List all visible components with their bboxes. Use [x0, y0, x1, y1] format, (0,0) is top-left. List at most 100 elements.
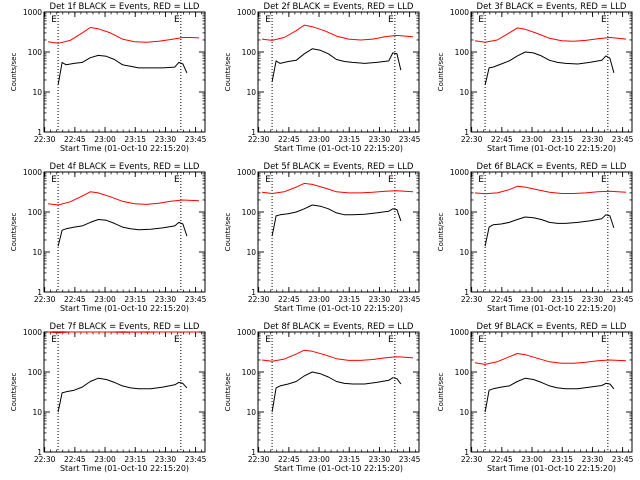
y-tick-label: 10 — [32, 408, 42, 417]
y-axis-label: Counts/sec — [437, 53, 445, 92]
series-lld-red — [261, 349, 414, 362]
y-tick-label: 10 — [459, 88, 469, 97]
series-events-black — [484, 51, 615, 86]
x-tick-label: 22:30 — [34, 455, 56, 464]
y-axis-label: Counts/sec — [224, 213, 232, 252]
y-axis-label: Counts/sec — [10, 53, 18, 92]
y-tick-label: 100 — [242, 368, 257, 377]
y-tick-label: 100 — [28, 368, 43, 377]
x-tick-label: 23:15 — [551, 135, 573, 144]
y-tick-label: 1000 — [237, 8, 256, 17]
y-axis-label: Counts/sec — [10, 373, 18, 412]
series-lld-red — [474, 27, 627, 43]
x-tick-label: 23:30 — [155, 295, 177, 304]
event-marker-label: E — [478, 15, 484, 25]
x-tick-label: 22:30 — [34, 295, 56, 304]
event-marker-label: E — [174, 175, 180, 185]
x-tick-label: 22:45 — [491, 455, 513, 464]
x-tick-label: 23:00 — [521, 295, 543, 304]
event-marker-label: E — [601, 15, 607, 25]
y-tick-label: 10 — [459, 248, 469, 257]
chart-panel-2: Det 2f BLACK = Events, RED = LLD 1 10 100 10… — [224, 2, 421, 153]
x-tick-label: 23:45 — [399, 295, 421, 304]
y-axis-label: Counts/sec — [437, 213, 445, 252]
y-tick-label: 10 — [246, 248, 256, 257]
event-marker-label: E — [478, 175, 484, 185]
x-tick-label: 23:30 — [369, 295, 391, 304]
x-tick-label: 22:45 — [278, 455, 300, 464]
plot-frame — [43, 11, 206, 133]
y-tick-label: 10 — [32, 248, 42, 257]
y-tick-label: 1 — [37, 288, 42, 297]
chart-panel-4: Det 4f BLACK = Events, RED = LLD 1 10 100 10… — [10, 162, 207, 313]
chart-title: Det 8f BLACK = Events, RED = LLD — [264, 322, 414, 332]
x-tick-label: 22:30 — [248, 455, 270, 464]
plot-frame — [257, 171, 420, 293]
series-events-black — [271, 48, 402, 82]
series-events-black — [484, 214, 615, 247]
y-tick-label: 1000 — [450, 168, 469, 177]
x-tick-label: 23:00 — [94, 135, 116, 144]
x-tick-label: 23:30 — [155, 455, 177, 464]
x-axis-label: Start Time (01-Oct-10 22:15:20) — [274, 464, 403, 473]
series-lld-red — [261, 24, 414, 41]
y-tick-label: 1000 — [237, 328, 256, 337]
x-tick-label: 23:45 — [185, 295, 207, 304]
chart-panel-5: Det 5f BLACK = Events, RED = LLD 1 10 100 10… — [224, 162, 421, 313]
series-lld-red — [261, 182, 414, 194]
x-tick-label: 23:30 — [369, 135, 391, 144]
series-lld-red — [474, 353, 627, 365]
chart-panel-7: Det 7f BLACK = Events, RED = LLD 1 10 100 10… — [10, 322, 207, 473]
plot-frame — [470, 331, 633, 453]
x-axis-label: Start Time (01-Oct-10 22:15:20) — [60, 144, 189, 153]
x-tick-label: 23:00 — [308, 455, 330, 464]
plot-frame — [470, 171, 633, 293]
y-tick-label: 10 — [32, 88, 42, 97]
x-tick-label: 22:45 — [491, 135, 513, 144]
y-tick-label: 1000 — [237, 168, 256, 177]
x-tick-label: 22:30 — [248, 135, 270, 144]
event-marker-label: E — [51, 335, 57, 345]
y-tick-label: 100 — [455, 48, 470, 57]
chart-panel-3: Det 3f BLACK = Events, RED = LLD 1 10 100 10… — [437, 2, 634, 153]
y-tick-label: 1000 — [450, 328, 469, 337]
x-tick-label: 22:45 — [64, 455, 86, 464]
y-tick-label: 1 — [251, 448, 256, 457]
x-axis-label: Start Time (01-Oct-10 22:15:20) — [487, 304, 616, 313]
x-tick-label: 22:45 — [491, 295, 513, 304]
x-tick-label: 23:30 — [369, 455, 391, 464]
x-tick-label: 23:15 — [551, 455, 573, 464]
x-tick-label: 23:00 — [94, 455, 116, 464]
y-tick-label: 1000 — [23, 168, 42, 177]
x-tick-label: 22:30 — [461, 295, 483, 304]
y-tick-label: 10 — [246, 88, 256, 97]
event-marker-label: E — [388, 175, 394, 185]
series-lld-red — [47, 27, 200, 44]
series-lld-red — [47, 331, 199, 334]
x-tick-label: 23:15 — [551, 295, 573, 304]
x-tick-label: 23:45 — [612, 455, 634, 464]
x-tick-label: 23:30 — [582, 135, 604, 144]
y-tick-label: 10 — [246, 408, 256, 417]
series-events-black — [271, 371, 402, 413]
y-axis-label: Counts/sec — [437, 373, 445, 412]
x-tick-label: 23:45 — [185, 135, 207, 144]
series-events-black — [57, 54, 188, 86]
y-tick-label: 100 — [455, 208, 470, 217]
y-tick-label: 1 — [251, 288, 256, 297]
x-tick-label: 23:00 — [521, 135, 543, 144]
plot-frame — [257, 331, 420, 453]
x-axis-label: Start Time (01-Oct-10 22:15:20) — [487, 144, 616, 153]
plot-frame — [257, 11, 420, 133]
series-lld-red — [47, 191, 200, 206]
chart-title: Det 3f BLACK = Events, RED = LLD — [477, 2, 627, 12]
x-tick-label: 23:30 — [582, 295, 604, 304]
x-tick-label: 23:15 — [124, 455, 146, 464]
x-tick-label: 23:15 — [338, 135, 360, 144]
y-axis-label: Counts/sec — [224, 373, 232, 412]
x-tick-label: 23:15 — [338, 455, 360, 464]
x-tick-label: 23:30 — [155, 135, 177, 144]
y-tick-label: 1000 — [23, 8, 42, 17]
x-tick-label: 22:30 — [34, 135, 56, 144]
x-axis-label: Start Time (01-Oct-10 22:15:20) — [487, 464, 616, 473]
